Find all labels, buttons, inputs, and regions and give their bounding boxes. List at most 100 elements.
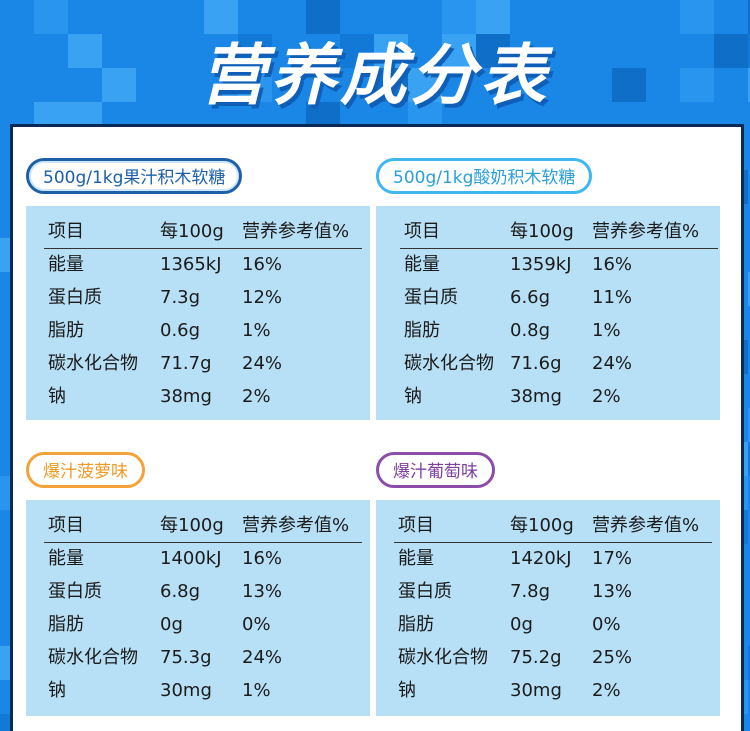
cell-item: 能量 [48,548,84,569]
cell-nrv: 2% [592,386,621,407]
cell-item: 脂肪 [48,320,84,341]
cell-item: 蛋白质 [404,287,458,308]
label-pill-yogurt-gummy: 500g/1kg酸奶积木软糖 [376,158,593,194]
cell-item: 能量 [404,254,440,275]
cell-value: 7.3g [160,287,201,308]
cell-value: 1400kJ [160,548,222,569]
cell-nrv: 24% [592,353,633,374]
table-header-row: 项目 每100g 营养参考值% [26,509,370,542]
table-row: 钠 38mg 2% [376,380,720,413]
nutrition-table-pineapple: 项目 每100g 营养参考值% 能量 1400kJ 16% 蛋白质 6.8g 1… [26,500,370,716]
table-header-row: 项目 每100g 营养参考值% [26,215,370,248]
cell-value: 71.6g [510,353,562,374]
cell-value: 75.3g [160,647,212,668]
header-item: 项目 [398,515,434,536]
cell-nrv: 16% [592,254,633,275]
cell-value: 38mg [510,386,562,407]
page-title: 营养成分表 [200,37,550,114]
table-row: 能量 1420kJ 17% [376,542,720,575]
header-per-100g: 每100g [160,221,224,242]
cell-nrv: 24% [242,353,283,374]
cell-nrv: 13% [592,581,633,602]
cell-nrv: 2% [242,386,271,407]
table-row: 脂肪 0g 0% [26,608,370,641]
cell-value: 0g [510,614,533,635]
cell-item: 能量 [48,254,84,275]
header-item: 项目 [48,515,84,536]
table-row: 钠 30mg 1% [26,674,370,707]
cell-nrv: 0% [592,614,621,635]
header-divider [44,248,362,249]
cell-nrv: 1% [592,320,621,341]
table-row: 钠 38mg 2% [26,380,370,413]
table-row: 钠 30mg 2% [376,674,720,707]
table-row: 脂肪 0.8g 1% [376,314,720,347]
header-per-100g: 每100g [510,221,574,242]
cell-value: 30mg [160,680,212,701]
cell-item: 蛋白质 [48,581,102,602]
cell-item: 脂肪 [404,320,440,341]
cell-item: 碳水化合物 [48,647,138,668]
cell-item: 钠 [398,680,416,701]
cell-item: 蛋白质 [48,287,102,308]
cell-nrv: 13% [242,581,283,602]
cell-item: 钠 [48,680,66,701]
cell-item: 脂肪 [48,614,84,635]
cell-item: 钠 [404,386,422,407]
table-row: 蛋白质 7.8g 13% [376,575,720,608]
header-divider [44,542,362,543]
cell-value: 71.7g [160,353,212,374]
table-header-row: 项目 每100g 营养参考值% [376,215,720,248]
cell-nrv: 12% [242,287,283,308]
cell-value: 1365kJ [160,254,222,275]
nutrition-table-yogurt: 项目 每100g 营养参考值% 能量 1359kJ 16% 蛋白质 6.6g 1… [376,206,720,420]
cell-nrv: 24% [242,647,283,668]
cell-nrv: 0% [242,614,271,635]
cell-nrv: 25% [592,647,633,668]
header-divider [394,542,712,543]
cell-value: 30mg [510,680,562,701]
cell-value: 1359kJ [510,254,572,275]
label-pill-fruit-juice-gummy: 500g/1kg果汁积木软糖 [26,158,243,194]
table-row: 能量 1359kJ 16% [376,248,720,281]
header-per-100g: 每100g [510,515,574,536]
cell-value: 0.8g [510,320,551,341]
label-pill-grape: 爆汁葡萄味 [376,452,495,488]
table-row: 碳水化合物 71.7g 24% [26,347,370,380]
cell-value: 7.8g [510,581,551,602]
header-divider [400,248,718,249]
header-nrv: 营养参考值% [242,515,350,536]
cell-item: 碳水化合物 [48,353,138,374]
cell-item: 能量 [398,548,434,569]
header-nrv: 营养参考值% [592,221,700,242]
cell-value: 75.2g [510,647,562,668]
label-pill-pineapple: 爆汁菠萝味 [26,452,145,488]
table-row: 碳水化合物 71.6g 24% [376,347,720,380]
table-row: 脂肪 0g 0% [376,608,720,641]
table-row: 蛋白质 6.8g 13% [26,575,370,608]
cell-nrv: 11% [592,287,633,308]
cell-nrv: 1% [242,680,271,701]
cell-value: 6.6g [510,287,551,308]
cell-item: 碳水化合物 [404,353,494,374]
nutrition-table-grape: 项目 每100g 营养参考值% 能量 1420kJ 17% 蛋白质 7.8g 1… [376,500,720,716]
cell-value: 0.6g [160,320,201,341]
header-item: 项目 [48,221,84,242]
table-row: 能量 1365kJ 16% [26,248,370,281]
cell-nrv: 1% [242,320,271,341]
cell-nrv: 2% [592,680,621,701]
header-item: 项目 [404,221,440,242]
cell-nrv: 16% [242,254,283,275]
header-nrv: 营养参考值% [592,515,700,536]
table-row: 蛋白质 6.6g 11% [376,281,720,314]
cell-nrv: 16% [242,548,283,569]
table-row: 碳水化合物 75.2g 25% [376,641,720,674]
cell-item: 蛋白质 [398,581,452,602]
table-row: 能量 1400kJ 16% [26,542,370,575]
cell-nrv: 17% [592,548,633,569]
table-row: 碳水化合物 75.3g 24% [26,641,370,674]
cell-value: 1420kJ [510,548,572,569]
cell-value: 38mg [160,386,212,407]
cell-item: 碳水化合物 [398,647,488,668]
table-row: 蛋白质 7.3g 12% [26,281,370,314]
